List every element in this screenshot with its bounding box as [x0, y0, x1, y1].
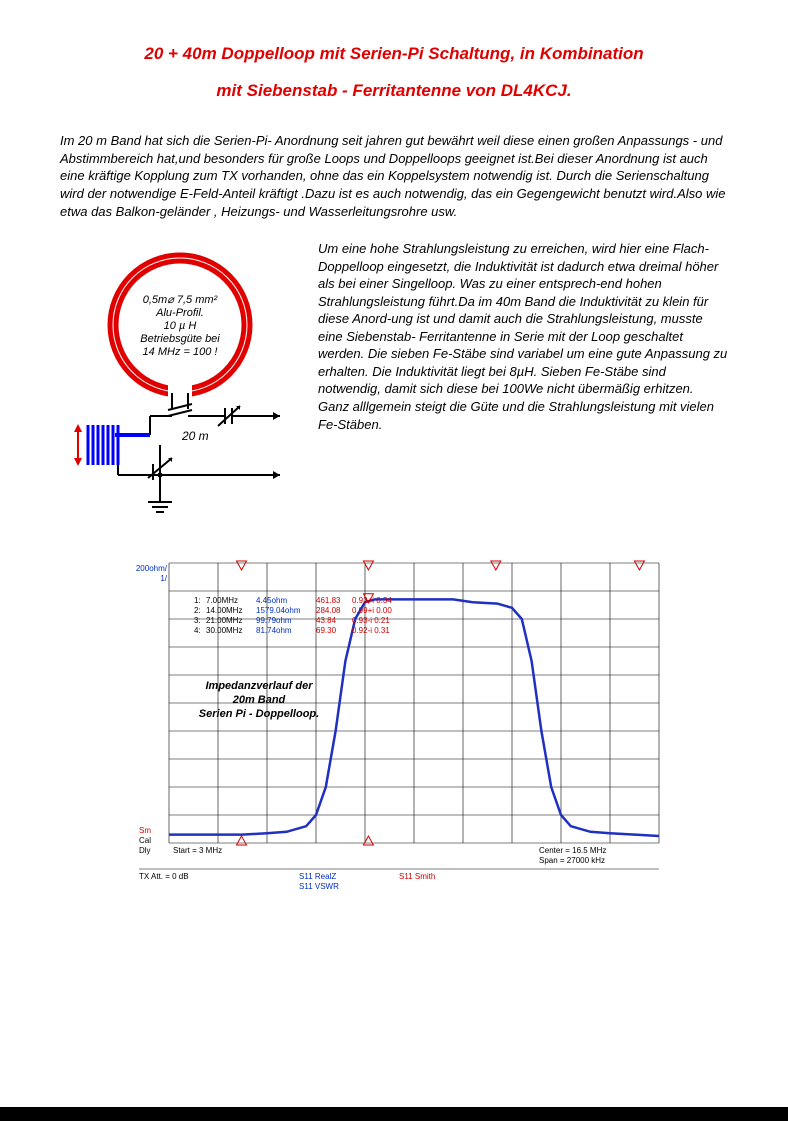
title-line1: 20 + 40m Doppelloop mit Serien-Pi Schalt…: [60, 40, 728, 67]
svg-text:10 µ H: 10 µ H: [164, 320, 197, 332]
svg-text:461.83: 461.83: [316, 596, 341, 605]
svg-text:S11 VSWR: S11 VSWR: [299, 882, 339, 891]
svg-text:99.79ohm: 99.79ohm: [256, 616, 292, 625]
svg-text:Impedanzverlauf der: Impedanzverlauf der: [206, 680, 314, 692]
description-paragraph: Um eine hohe Strahlungsleistung zu errei…: [318, 240, 728, 535]
svg-text:S11 RealZ: S11 RealZ: [299, 872, 336, 881]
svg-text:14.00MHz: 14.00MHz: [206, 606, 242, 615]
page-title: 20 + 40m Doppelloop mit Serien-Pi Schalt…: [60, 40, 728, 104]
svg-text:7.00MHz: 7.00MHz: [206, 596, 238, 605]
svg-text:Serien Pi - Doppelloop.: Serien Pi - Doppelloop.: [199, 708, 319, 720]
schematic-diagram: 0,5m⌀ 7,5 mm²Alu-Profil.10 µ HBetriebsgü…: [60, 240, 300, 535]
svg-text:Span = 27000 kHz: Span = 27000 kHz: [539, 856, 605, 865]
svg-text:1:: 1:: [194, 596, 201, 605]
svg-text:Center = 16.5 MHz: Center = 16.5 MHz: [539, 846, 606, 855]
svg-text:0.93+i 0.34: 0.93+i 0.34: [352, 596, 392, 605]
svg-text:20m Band: 20m Band: [232, 694, 286, 706]
svg-text:0.99+i 0.00: 0.99+i 0.00: [352, 606, 392, 615]
svg-text:Sm: Sm: [139, 826, 151, 835]
intro-paragraph: Im 20 m Band hat sich die Serien-Pi- Ano…: [60, 132, 728, 220]
svg-text:0.92-i 0.31: 0.92-i 0.31: [352, 626, 390, 635]
svg-text:Start = 3 MHz: Start = 3 MHz: [173, 846, 222, 855]
svg-text:Cal: Cal: [139, 836, 151, 845]
svg-text:200ohm/: 200ohm/: [136, 564, 168, 573]
svg-text:284.08: 284.08: [316, 606, 341, 615]
svg-text:0,5m⌀ 7,5 mm²: 0,5m⌀ 7,5 mm²: [143, 294, 218, 306]
svg-text:1/: 1/: [160, 574, 167, 583]
svg-text:2:: 2:: [194, 606, 201, 615]
svg-text:S11 Smith: S11 Smith: [399, 872, 435, 881]
svg-text:TX Att. = 0 dB: TX Att. = 0 dB: [139, 872, 189, 881]
svg-text:0.93-i 0.21: 0.93-i 0.21: [352, 616, 390, 625]
svg-text:20 m: 20 m: [181, 429, 209, 443]
svg-text:1579.04ohm: 1579.04ohm: [256, 606, 301, 615]
impedance-plot: 200ohm/1/SmCalDly Start = 3 MHz Center = 1…: [114, 553, 674, 918]
svg-text:3:: 3:: [194, 616, 201, 625]
svg-text:4.45ohm: 4.45ohm: [256, 596, 287, 605]
svg-text:30.00MHz: 30.00MHz: [206, 626, 242, 635]
svg-text:81.74ohm: 81.74ohm: [256, 626, 292, 635]
svg-text:43.84: 43.84: [316, 616, 337, 625]
svg-text:69.30: 69.30: [316, 626, 337, 635]
title-line2: mit Siebenstab - Ferritantenne von DL4KC…: [60, 77, 728, 104]
svg-text:14 MHz = 100 !: 14 MHz = 100 !: [143, 346, 218, 358]
mid-row: 0,5m⌀ 7,5 mm²Alu-Profil.10 µ HBetriebsgü…: [60, 240, 728, 535]
svg-text:Betriebsgüte bei: Betriebsgüte bei: [140, 333, 220, 345]
svg-text:Alu-Profil.: Alu-Profil.: [155, 307, 204, 319]
footer-bar: [0, 1107, 788, 1121]
svg-text:Dly: Dly: [139, 846, 151, 855]
svg-text:4:: 4:: [194, 626, 201, 635]
svg-text:21.00MHz: 21.00MHz: [206, 616, 242, 625]
